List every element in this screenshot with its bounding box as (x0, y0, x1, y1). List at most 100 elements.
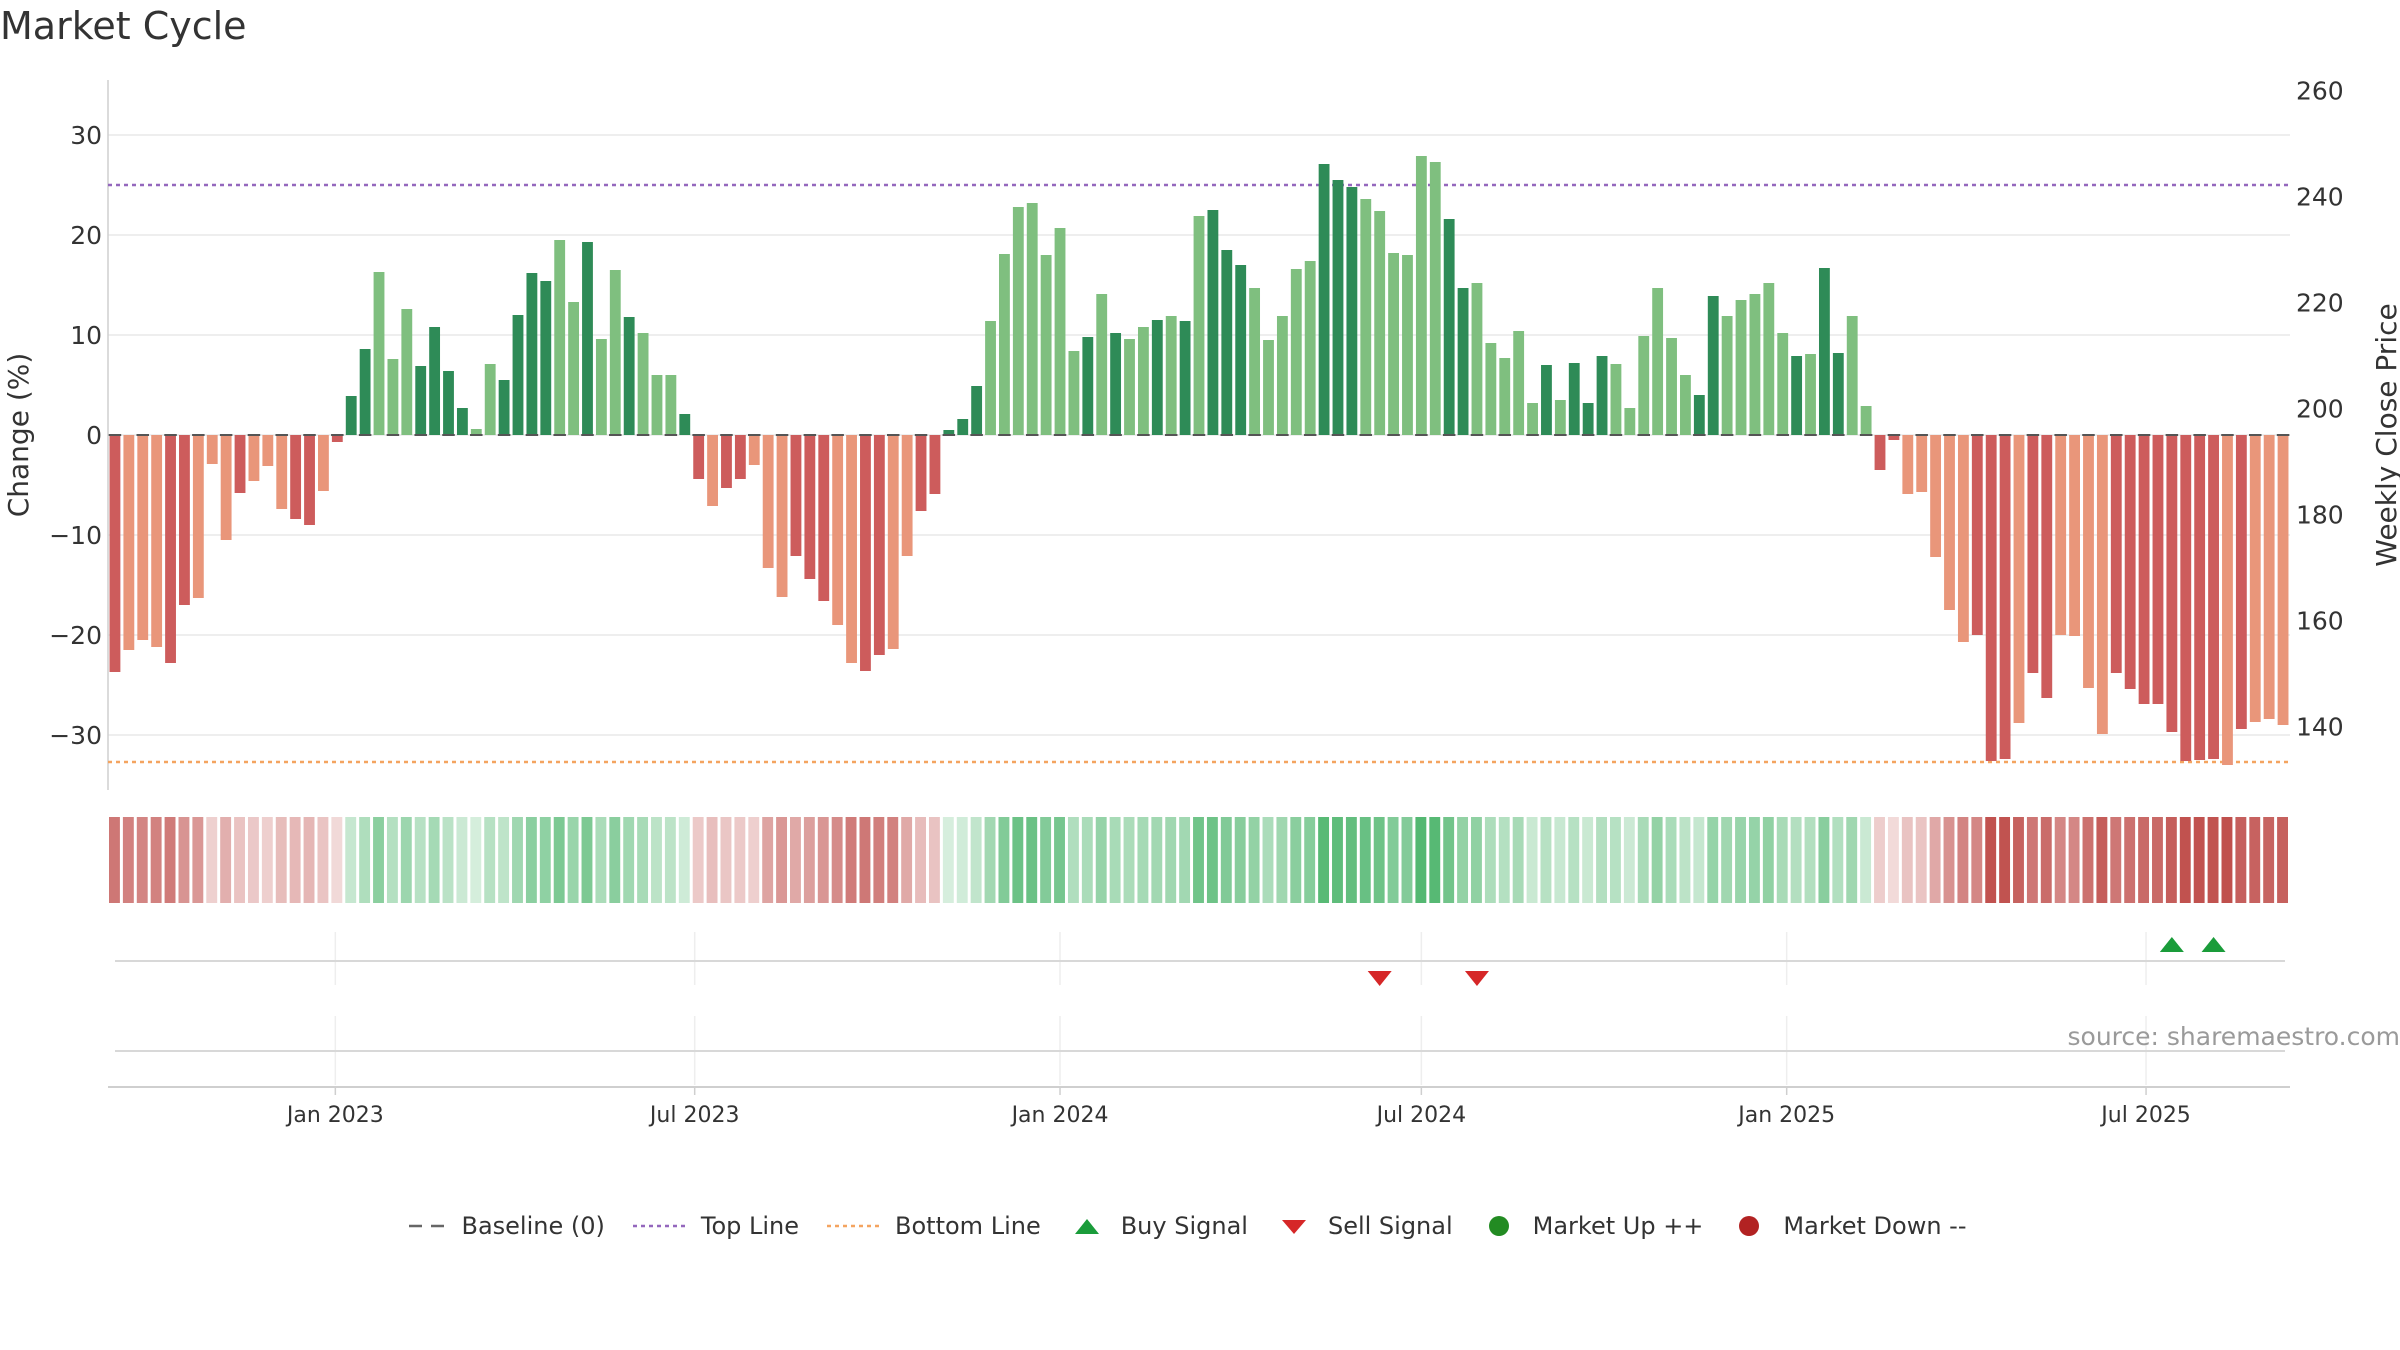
heat-cell (359, 817, 371, 903)
bar (1457, 288, 1469, 435)
heat-cell (1651, 817, 1663, 903)
bar (2235, 435, 2247, 729)
bar (2263, 435, 2275, 719)
heat-cell (1929, 817, 1941, 903)
heat-cell (984, 817, 996, 903)
heat-cell (525, 817, 537, 903)
legend: Baseline (0) Top Line Bottom Line Buy Si… (0, 1212, 2400, 1240)
heat-cell (664, 817, 676, 903)
bar (804, 435, 816, 579)
heat-cell (2152, 817, 2163, 903)
heat-cell (1707, 817, 1719, 903)
heat-cell (1165, 817, 1177, 903)
heat-cell (2096, 817, 2108, 903)
axes: 30 20 10 0 −10 −20 −30 260 240 220 200 180 160 140 (49, 77, 2344, 790)
bar (1012, 207, 1024, 435)
bar (1693, 395, 1705, 435)
heat-cell (247, 817, 259, 903)
bar (734, 435, 746, 479)
legend-sell-signal: Sell Signal (1274, 1212, 1453, 1240)
heat-cell (1151, 817, 1163, 903)
heat-cell (1623, 817, 1635, 903)
heat-cell (1554, 817, 1566, 903)
triangle-up-icon (1074, 1219, 1099, 1234)
heat-cell (428, 817, 440, 903)
heat-cell (2026, 817, 2038, 903)
heat-cell (1012, 817, 1024, 903)
heat-cell (845, 817, 857, 903)
heat-cell (373, 817, 384, 903)
bar (999, 254, 1010, 435)
bar (151, 435, 163, 647)
legend-label: Market Down -- (1783, 1212, 1967, 1240)
heat-cell (1679, 817, 1691, 903)
x-tick-label: Jul 2023 (648, 1103, 740, 1128)
y2-tick-label: 240 (2296, 183, 2344, 212)
sell-signal-marker (1464, 971, 1489, 986)
bar (1957, 435, 1969, 642)
legend-top-line: Top Line (631, 1212, 799, 1240)
bar (1680, 375, 1691, 435)
bar (554, 240, 566, 435)
heat-cell (2082, 817, 2094, 903)
heat-cell (956, 817, 968, 903)
heat-cell (1206, 817, 1218, 903)
heat-cell (1318, 817, 1330, 903)
heat-cell (2068, 817, 2080, 903)
bar (665, 375, 677, 435)
heat-cell (1304, 817, 1316, 903)
heat-cell (2054, 817, 2066, 903)
bar (415, 366, 427, 435)
x-tick-label: Jan 2023 (285, 1103, 384, 1128)
bar (331, 435, 343, 442)
y2-tick-label: 180 (2296, 500, 2344, 529)
bar (929, 435, 941, 494)
bar (429, 327, 441, 435)
y-axis-label: Change (%) (2, 353, 35, 518)
heat-cell (109, 817, 120, 903)
heat-cell (2124, 817, 2136, 903)
bar (512, 315, 524, 435)
bar (1513, 331, 1525, 435)
heat-cell (873, 817, 885, 903)
x-axis: Jan 2023 Jul 2023 Jan 2024 Jul 2024 Jan 2025… (108, 1086, 2290, 1128)
bar (1930, 435, 1942, 557)
bar (790, 435, 802, 556)
heat-cell (1373, 817, 1385, 903)
heat-cell (1443, 817, 1455, 903)
y-tick-label: −10 (49, 521, 102, 550)
heat-cell (1262, 817, 1274, 903)
bar (2180, 435, 2192, 761)
buy-signal-marker (2159, 937, 2184, 952)
heat-cell (2179, 817, 2191, 903)
heat-cell (1985, 817, 1997, 903)
bar (248, 435, 260, 481)
bar (1624, 408, 1636, 435)
heat-cell (1109, 817, 1121, 903)
bar (623, 317, 635, 435)
bar (1805, 354, 1816, 435)
legend-market-down: Market Down -- (1729, 1212, 1967, 1240)
heat-cell (831, 817, 843, 903)
heat-cell (303, 817, 315, 903)
heat-cell (1596, 817, 1607, 903)
bar (1124, 339, 1135, 435)
bar (1791, 356, 1803, 435)
bar (1888, 435, 1900, 440)
bar (318, 435, 329, 491)
bar (985, 321, 996, 435)
heat-cell (1804, 817, 1816, 903)
heat-strip (109, 817, 2288, 903)
buy-signal-marker (2201, 937, 2226, 952)
heat-cell (1887, 817, 1899, 903)
heat-cell (595, 817, 607, 903)
heat-cell (1512, 817, 1524, 903)
bar (1777, 333, 1789, 435)
legend-label: Sell Signal (1327, 1212, 1453, 1240)
bar (1374, 211, 1386, 435)
heat-cell (1762, 817, 1774, 903)
bar (679, 414, 691, 435)
heat-cell (1359, 817, 1371, 903)
heat-cell (1943, 817, 1955, 903)
